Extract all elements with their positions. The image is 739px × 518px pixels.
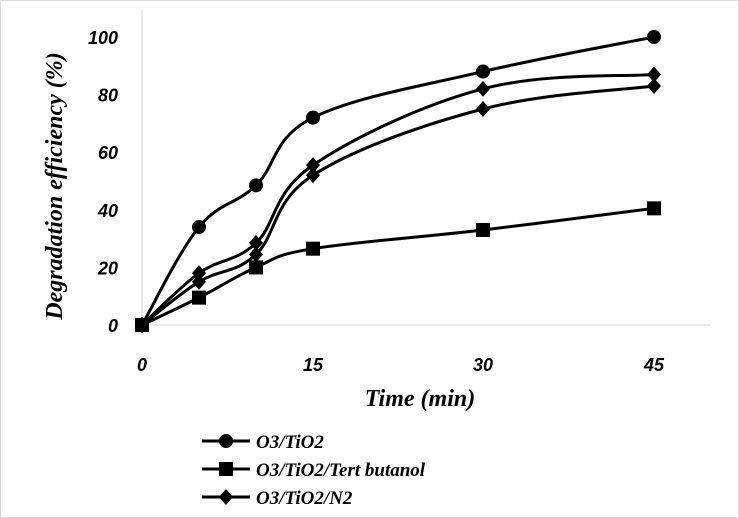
data-point [249, 246, 263, 263]
data-point [476, 64, 490, 79]
series-3 [135, 77, 661, 333]
data-point [192, 265, 206, 282]
data-point [476, 80, 490, 97]
legend-label: O3/TiO2/Tert butanol [256, 460, 426, 481]
series-layer [135, 30, 661, 333]
y-tick-label: 60 [98, 143, 118, 163]
series-line [141, 84, 655, 327]
data-point [135, 317, 149, 333]
data-point [192, 273, 206, 290]
y-tick-label: 80 [98, 86, 118, 106]
data-point [306, 241, 320, 256]
y-tick-labels: 0 20 40 60 80 100 [88, 28, 118, 336]
data-point [647, 66, 661, 83]
legend-label: O3/TiO2 [256, 432, 324, 453]
data-point [647, 201, 661, 216]
y-tick-label: 40 [97, 201, 118, 221]
data-point [306, 167, 320, 184]
legend-label: O3/TiO2/N2 [256, 488, 353, 509]
data-point [647, 77, 661, 94]
axes [141, 10, 710, 326]
series-2 [135, 66, 661, 333]
data-point [306, 110, 320, 125]
legend: O3/TiO2 O3/TiO2/Tert butanol O3/TiO2/N2 [202, 432, 426, 509]
series-1 [135, 201, 661, 332]
data-point [249, 260, 263, 275]
x-tick-label: 30 [473, 355, 493, 375]
x-axis-title: Time (min) [365, 386, 475, 412]
series-line [140, 35, 655, 326]
x-tick-label: 45 [643, 355, 665, 375]
data-point [476, 222, 490, 237]
legend-marker [219, 462, 233, 476]
data-point [476, 101, 490, 117]
x-tick-label: 15 [303, 355, 324, 375]
legend-marker [219, 489, 233, 505]
data-point [192, 290, 206, 305]
series-line [141, 206, 655, 327]
data-point [192, 220, 206, 235]
y-tick-label: 20 [97, 258, 118, 278]
y-axis-title: Degradation efficiency (%) [42, 52, 68, 320]
y-tick-label: 0 [108, 316, 118, 336]
data-point [249, 178, 263, 193]
data-point [306, 157, 320, 174]
x-tick-label: 0 [137, 355, 147, 375]
legend-marker [219, 434, 233, 448]
y-tick-label: 100 [88, 28, 118, 48]
x-tick-labels: 0 15 30 45 [137, 355, 665, 375]
data-point [249, 234, 263, 251]
data-point [647, 30, 661, 44]
